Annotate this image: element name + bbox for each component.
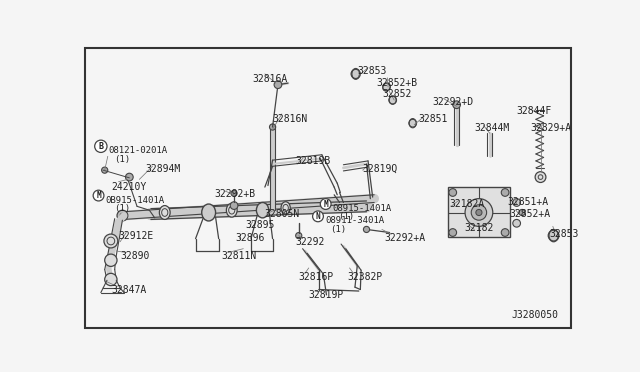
- Circle shape: [231, 190, 237, 196]
- Circle shape: [320, 199, 331, 209]
- Circle shape: [476, 209, 482, 216]
- Circle shape: [364, 226, 369, 232]
- Text: (1): (1): [338, 212, 354, 221]
- Text: 32819B: 32819B: [296, 156, 331, 166]
- Circle shape: [449, 229, 456, 236]
- Circle shape: [296, 232, 302, 239]
- Circle shape: [105, 254, 117, 266]
- Text: 32816P: 32816P: [299, 272, 334, 282]
- Ellipse shape: [202, 204, 216, 221]
- Text: 32819P: 32819P: [308, 289, 344, 299]
- Text: 32912E: 32912E: [118, 231, 154, 241]
- Text: 32895: 32895: [246, 220, 275, 230]
- Text: B: B: [99, 142, 103, 151]
- Circle shape: [501, 229, 509, 236]
- Text: 32847A: 32847A: [111, 285, 146, 295]
- Text: 32894M: 32894M: [145, 164, 180, 174]
- Circle shape: [452, 101, 460, 109]
- Text: 32292+B: 32292+B: [214, 189, 255, 199]
- Circle shape: [535, 172, 546, 183]
- Circle shape: [513, 199, 520, 206]
- Text: 0B915-1401A: 0B915-1401A: [106, 196, 164, 205]
- Circle shape: [501, 189, 509, 196]
- Text: 32844F: 32844F: [516, 106, 552, 116]
- Text: (1): (1): [114, 204, 130, 213]
- Ellipse shape: [159, 206, 170, 219]
- Circle shape: [312, 211, 323, 222]
- Circle shape: [409, 119, 417, 127]
- Text: 32819Q: 32819Q: [363, 164, 398, 174]
- Circle shape: [117, 210, 128, 221]
- Text: 32896: 32896: [236, 232, 265, 243]
- Text: 08911-3401A: 08911-3401A: [325, 217, 384, 225]
- Circle shape: [389, 96, 397, 104]
- Text: 08915-1401A: 08915-1401A: [333, 204, 392, 213]
- Text: 32853: 32853: [357, 66, 387, 76]
- Bar: [448, 187, 509, 237]
- Circle shape: [93, 190, 104, 201]
- Text: 32292+D: 32292+D: [433, 97, 474, 107]
- Text: 32829+A: 32829+A: [531, 123, 572, 133]
- Circle shape: [383, 83, 390, 91]
- Text: 24210Y: 24210Y: [111, 182, 146, 192]
- Text: (1): (1): [330, 225, 346, 234]
- Text: 08121-0201A: 08121-0201A: [109, 146, 168, 155]
- Circle shape: [513, 219, 520, 227]
- Ellipse shape: [281, 202, 291, 214]
- Circle shape: [449, 189, 456, 196]
- Text: 32852: 32852: [382, 89, 412, 99]
- Text: 32805N: 32805N: [264, 209, 300, 219]
- Circle shape: [269, 124, 276, 130]
- Circle shape: [230, 202, 238, 209]
- Text: N: N: [316, 212, 320, 221]
- Text: M: M: [96, 191, 101, 200]
- Circle shape: [120, 213, 125, 218]
- Text: 32853: 32853: [550, 230, 579, 240]
- Text: 32852+A: 32852+A: [509, 209, 551, 219]
- Circle shape: [519, 209, 525, 216]
- Text: 32811N: 32811N: [221, 251, 257, 261]
- Text: 32292: 32292: [296, 237, 325, 247]
- Circle shape: [105, 273, 117, 286]
- Text: 32182: 32182: [464, 223, 493, 233]
- Text: (1): (1): [114, 155, 130, 164]
- Circle shape: [351, 69, 360, 78]
- Text: 32851: 32851: [418, 114, 447, 124]
- Circle shape: [548, 230, 559, 241]
- Text: M: M: [323, 199, 328, 209]
- Text: 32182A: 32182A: [450, 199, 485, 209]
- Circle shape: [274, 81, 282, 89]
- Circle shape: [95, 140, 107, 153]
- Circle shape: [465, 199, 493, 226]
- Text: 32851+A: 32851+A: [508, 197, 548, 207]
- Text: 32816N: 32816N: [273, 114, 308, 124]
- Circle shape: [125, 173, 133, 181]
- Ellipse shape: [257, 202, 269, 218]
- Circle shape: [104, 234, 118, 248]
- Ellipse shape: [227, 203, 237, 217]
- Circle shape: [471, 205, 486, 220]
- Text: 32890: 32890: [120, 251, 150, 261]
- Text: 32382P: 32382P: [348, 272, 383, 282]
- Circle shape: [102, 167, 108, 173]
- Text: 32292+A: 32292+A: [384, 232, 426, 243]
- Text: J3280050: J3280050: [511, 310, 558, 320]
- Text: 32844M: 32844M: [474, 123, 509, 133]
- Text: 32852+B: 32852+B: [376, 78, 418, 88]
- Text: 32816A: 32816A: [253, 74, 288, 84]
